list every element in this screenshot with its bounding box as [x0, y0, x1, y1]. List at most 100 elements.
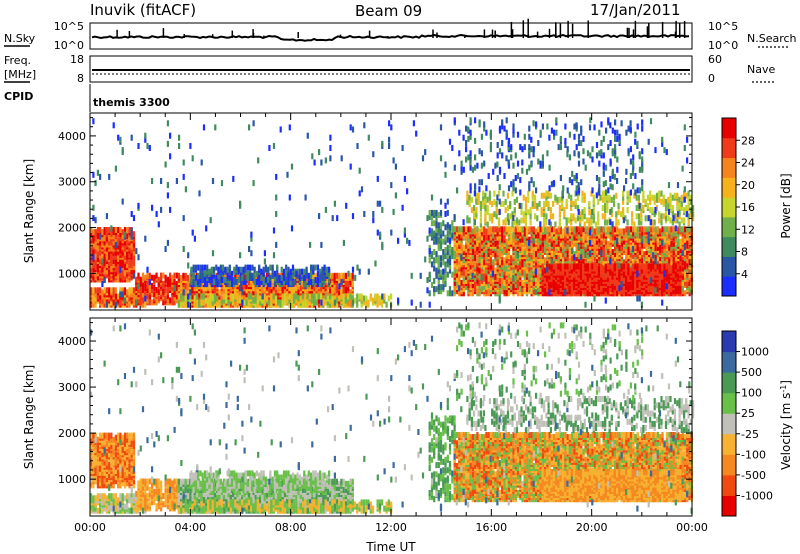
heatmap-cell — [92, 301, 95, 308]
heatmap-cell — [206, 281, 209, 288]
heatmap-cell — [535, 263, 538, 270]
heatmap-cell — [519, 261, 522, 268]
heatmap-cell — [557, 240, 560, 247]
heatmap-cell — [316, 281, 319, 288]
heatmap-cell — [213, 297, 217, 304]
heatmap-cell — [458, 234, 461, 241]
freq-tick-top: 18 — [70, 53, 84, 66]
heatmap-cell — [437, 277, 440, 284]
nsky-panel-frame — [89, 22, 693, 50]
heatmap-cell — [323, 279, 326, 285]
heatmap-cell — [169, 276, 172, 283]
heatmap-cell — [171, 274, 174, 281]
heatmap-cell — [643, 251, 646, 258]
heatmap-cell — [265, 295, 268, 302]
heatmap-cell — [92, 287, 95, 294]
heatmap-cell — [151, 274, 154, 281]
heatmap-cell — [197, 264, 200, 271]
heatmap-cell — [358, 293, 361, 300]
heatmap-cell — [210, 266, 213, 273]
heatmap-cell — [291, 272, 295, 279]
heatmap-cell — [157, 289, 160, 296]
heatmap-cell — [376, 293, 379, 300]
heatmap-cell — [108, 253, 111, 260]
heatmap-cell — [141, 272, 145, 279]
heatmap-cell — [325, 270, 328, 277]
heatmap-cell — [489, 226, 492, 233]
heatmap-cell — [94, 239, 97, 246]
nsearch-label: N.Search — [747, 32, 797, 45]
heatmap-cell — [252, 281, 255, 288]
heatmap-cell — [568, 257, 571, 264]
heatmap-cell — [235, 279, 238, 285]
heatmap-cell — [311, 289, 314, 296]
heatmap-cell — [245, 299, 248, 306]
heatmap-cell — [287, 266, 290, 273]
heatmap-cell — [365, 295, 368, 302]
heatmap-cell — [474, 255, 477, 262]
heatmap-cell — [148, 272, 151, 279]
heatmap-cell — [670, 240, 673, 247]
heatmap-cell — [433, 209, 436, 216]
heatmap-cell — [99, 227, 102, 233]
heatmap-cell — [476, 288, 479, 295]
heatmap-cell — [99, 287, 102, 294]
heatmap-cell — [349, 272, 352, 279]
heatmap-cell — [471, 288, 474, 295]
heatmap-cell — [169, 297, 172, 304]
heatmap-cell — [623, 228, 626, 235]
heatmap-cell — [288, 301, 291, 308]
heatmap-cell — [204, 297, 208, 304]
heatmap-cell — [428, 214, 431, 220]
heatmap-cell — [544, 244, 547, 251]
heatmap-cell — [539, 271, 542, 278]
heatmap-cell — [485, 242, 488, 249]
heatmap-cell — [435, 226, 438, 233]
heatmap-cell — [271, 272, 274, 279]
heatmap-cell — [243, 283, 246, 290]
heatmap-cell — [94, 291, 97, 298]
heatmap-cell — [103, 301, 106, 308]
heatmap-cell — [305, 266, 308, 273]
heatmap-cell — [144, 289, 147, 296]
heatmap-cell — [121, 270, 124, 277]
heatmap-cell — [503, 284, 506, 291]
heatmap-cell — [446, 222, 449, 229]
heatmap-cell — [316, 277, 319, 283]
heatmap-cell — [251, 272, 254, 279]
heatmap-cell — [219, 277, 222, 283]
heatmap-cell — [160, 272, 163, 279]
heatmap-cell — [528, 265, 531, 272]
heatmap-cell — [112, 297, 115, 304]
heatmap-cell — [521, 226, 524, 233]
heatmap-cell — [326, 291, 329, 298]
heatmap-cell — [492, 259, 495, 266]
heatmap-cell — [349, 289, 352, 296]
heatmap-cell — [600, 226, 603, 233]
heatmap-cell — [162, 280, 165, 287]
heatmap-cell — [435, 286, 438, 293]
heatmap-cell — [306, 283, 309, 290]
heatmap-cell — [292, 293, 296, 300]
heatmap-cell — [523, 282, 526, 288]
heatmap-cell — [141, 291, 145, 298]
heatmap-cell — [302, 289, 305, 296]
heatmap-cell — [323, 264, 326, 271]
heatmap-cell — [546, 234, 549, 241]
heatmap-cell — [112, 233, 115, 240]
heatmap-cell — [428, 209, 431, 216]
heatmap-cell — [231, 270, 234, 277]
heatmap-cell — [446, 257, 449, 264]
heatmap-cell — [485, 228, 488, 235]
heatmap-cell — [192, 264, 195, 271]
heatmap-cell — [620, 228, 623, 235]
heatmap-cell — [618, 244, 621, 251]
cpid-value: themis 3300 — [93, 96, 170, 109]
heatmap-cell — [439, 222, 443, 229]
heatmap-cell — [190, 266, 193, 273]
heatmap-cell — [525, 249, 529, 255]
heatmap-cell — [369, 293, 372, 300]
heatmap-cell — [609, 226, 612, 233]
heatmap-cell — [180, 274, 183, 281]
heatmap-cell — [548, 230, 551, 237]
